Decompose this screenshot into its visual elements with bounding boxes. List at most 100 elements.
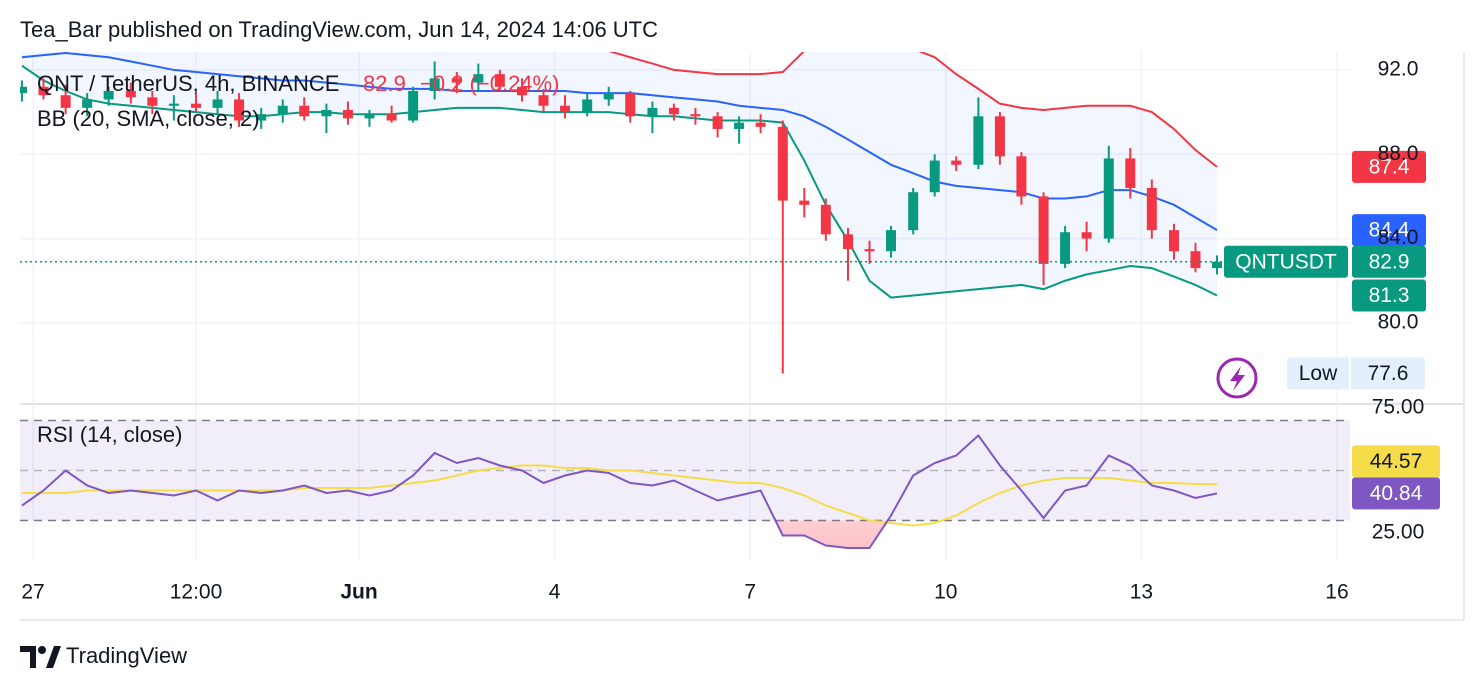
price-tag (1352, 477, 1440, 510)
candle-body (755, 122, 766, 127)
candle-body (973, 116, 984, 165)
candle-body (408, 91, 419, 121)
candle-body (560, 105, 571, 113)
low-tag-value: 77.6 (1368, 362, 1409, 385)
y-tick-label: 80.0 (1378, 310, 1419, 333)
candle-body (1168, 230, 1179, 252)
x-tick-label: 7 (744, 581, 756, 604)
candle-body (908, 192, 919, 231)
candle-body (147, 97, 158, 106)
candle-body (212, 99, 223, 108)
band-line (21, 64, 1218, 299)
candle-body (191, 103, 202, 108)
candle-body (582, 99, 593, 113)
candle-body (647, 107, 658, 117)
alert-bolt (1230, 366, 1245, 391)
y-tick-label: 84.0 (1378, 226, 1419, 249)
candle-body (1060, 232, 1071, 264)
price-tag (1352, 150, 1426, 183)
band-fill (21, 52, 1217, 298)
candle-body (1081, 232, 1092, 239)
candle-body (38, 86, 49, 96)
legend-indicator: BB (20, SMA, close, 2) (37, 106, 260, 131)
candle-body (82, 99, 93, 108)
logo-part (38, 646, 46, 654)
candle-body (429, 78, 440, 91)
candle-body (1038, 196, 1049, 264)
logo-part (46, 646, 61, 668)
candle-body (820, 204, 831, 235)
candle-body (364, 114, 375, 119)
candle-body (1190, 251, 1201, 269)
candle-body (799, 200, 810, 205)
low-tag (1287, 357, 1425, 390)
candle-body (386, 114, 397, 121)
x-tick-label: 10 (934, 581, 957, 604)
candle-body (234, 99, 245, 121)
low-tag-name: Low (1299, 362, 1338, 385)
price-tag (1352, 245, 1426, 278)
symbol-tag (1224, 245, 1348, 278)
candle-body (277, 105, 288, 115)
candle-body (473, 74, 484, 83)
candle-body (864, 249, 875, 252)
y-tick-label: 75.00 (1372, 396, 1425, 419)
candle-body (886, 230, 897, 252)
rsi-line (21, 434, 1218, 549)
symbol-tag-label: QNTUSDT (1235, 250, 1337, 273)
candle-body (951, 160, 962, 165)
price-tag-label: 40.84 (1370, 482, 1423, 505)
legend-change: −0.2 (−0.24%) (420, 71, 559, 96)
candle-body (103, 91, 114, 100)
overlay: QNT / TetherUS, 4h, BINANCE 82.9 −0.2 (−… (37, 71, 1440, 510)
candle-body (299, 105, 310, 117)
rsi-pane (20, 419, 1350, 549)
candle-body (690, 114, 701, 117)
x-tick-label: 27 (21, 581, 44, 604)
candle-body (125, 91, 136, 98)
candle-body (20, 86, 27, 94)
y-tick-label: 92.0 (1378, 57, 1419, 80)
legend-symbol: QNT / TetherUS, 4h, BINANCE (37, 71, 339, 96)
candle-body (929, 160, 940, 193)
candle-body (842, 234, 853, 250)
x-tick-label: Jun (340, 581, 377, 604)
candle-body (1125, 158, 1136, 188)
price-tag (1352, 214, 1426, 247)
footer-logo (20, 646, 61, 668)
band-line (608, 52, 1218, 168)
price-pane (20, 52, 1350, 374)
y-tick-label: 25.00 (1372, 521, 1425, 544)
candle-body (1103, 158, 1114, 239)
x-tick-label: 12:00 (170, 581, 223, 604)
candle-body (668, 107, 679, 115)
candle-body (994, 116, 1005, 157)
candle-body (1146, 187, 1157, 231)
logo-part (20, 646, 36, 668)
candle-body (168, 103, 179, 106)
candle-body (625, 93, 636, 117)
x-tick-label: 4 (549, 581, 561, 604)
legend-price: 82.9 (363, 71, 406, 96)
price-tag-label: 82.9 (1369, 250, 1410, 273)
candle-body (256, 114, 267, 121)
candle-body (60, 95, 71, 108)
candle-body (1212, 261, 1222, 269)
price-tag (1352, 445, 1440, 478)
candle-body (538, 95, 549, 106)
candle-body (777, 126, 788, 201)
candle-body (494, 74, 505, 87)
candle-body (1016, 156, 1027, 197)
footer: TradingView (66, 643, 187, 668)
candle-body (451, 78, 462, 83)
y-tick-label: 88.0 (1378, 142, 1419, 165)
rsi-title: RSI (14, close) (37, 422, 183, 447)
candle-body (321, 109, 332, 117)
candle-body (517, 86, 528, 96)
candle-body (734, 122, 745, 129)
price-tag-label: 44.57 (1370, 450, 1423, 473)
price-tag-label: 81.3 (1369, 284, 1410, 307)
price-tag-label: 84.4 (1369, 219, 1410, 242)
candle-body (712, 116, 723, 129)
header: Tea_Bar published on TradingView.com, Ju… (20, 17, 658, 42)
